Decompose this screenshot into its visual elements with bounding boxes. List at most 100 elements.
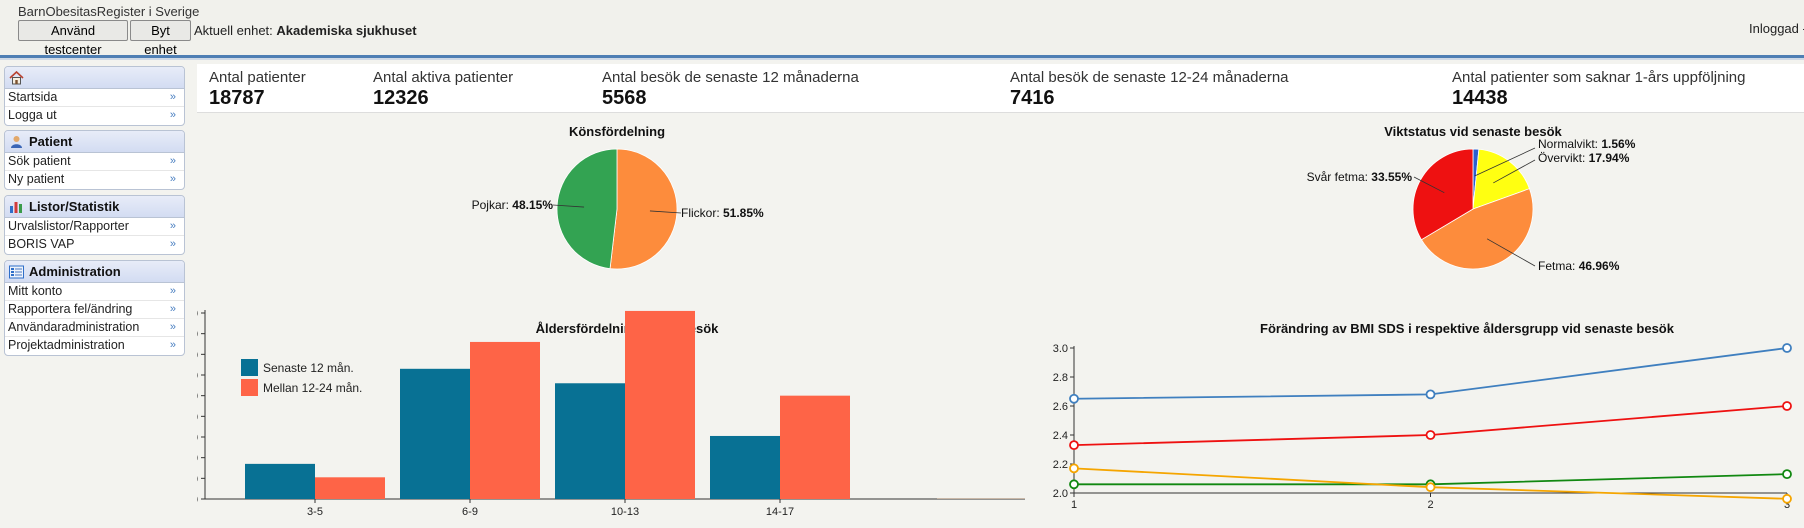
double-chevron-right-icon: »: [169, 339, 176, 351]
stat-label: Antal besök de senaste 12 månaderna: [602, 69, 859, 86]
sidebar-item-projektadministration[interactable]: Projektadministration »: [5, 337, 184, 355]
switch-unit-button[interactable]: Byt enhet: [130, 20, 191, 57]
bar-6-9-senaste-12-m-n[interactable]: [400, 368, 470, 499]
login-status: Inloggad -: [1749, 21, 1804, 36]
sidebar-item-label: Logga ut: [8, 108, 57, 122]
bar-10-13-mellan-12-24-m-n[interactable]: [625, 310, 695, 499]
y-tick-label: 900: [197, 308, 198, 320]
bar-3-5-mellan-12-24-m-n[interactable]: [315, 477, 385, 499]
double-chevron-right-icon: »: [169, 173, 176, 185]
sidebar-item-label: Rapportera fel/ändring: [8, 302, 133, 316]
pie-label-leader: [1486, 238, 1536, 267]
sidebar-item-label: Ny patient: [8, 172, 65, 186]
stat-value: 14438: [1452, 87, 1508, 109]
stat-label: Antal aktiva patienter: [373, 69, 514, 86]
sidebar-item-boris-vap[interactable]: BORIS VAP »: [5, 236, 184, 254]
line-point[interactable]: [1425, 389, 1436, 400]
line-point[interactable]: [1069, 463, 1079, 474]
pie-label-fetma: Fetma: 46.96%: [1538, 259, 1620, 273]
sidebar-item-ny-patient[interactable]: Ny patient »: [5, 171, 184, 189]
y-tick-label: 800: [197, 329, 198, 341]
y-tick-label: 500: [197, 391, 198, 403]
line-point[interactable]: [1782, 343, 1792, 353]
x-tick-label: 2: [1427, 499, 1433, 511]
stat-active-patients: Antal aktiva patienter 12326: [373, 69, 513, 110]
header-divider-light: [0, 58, 1804, 60]
use-testcenter-button[interactable]: Använd testcenter: [18, 20, 128, 57]
line-point[interactable]: [1782, 493, 1792, 504]
x-tick-label: 3-5: [307, 506, 323, 518]
sidebar-item-startsida[interactable]: Startsida »: [5, 89, 184, 107]
y-tick-label: 2.6: [1053, 401, 1068, 413]
dashboard-charts: Könsfördelning Flickor: 51.85% Pojkar: 48…: [180, 124, 1792, 518]
bmi-sds-title: Förändring av BMI SDS i respektive ålder…: [1260, 321, 1675, 336]
pie-label-flickor: Flickor: 51.85%: [681, 206, 764, 220]
menu-head-listor: Listor/Statistik: [5, 196, 184, 218]
line-point[interactable]: [1069, 393, 1079, 404]
line-point[interactable]: [1069, 440, 1079, 451]
y-tick-label: 300: [197, 432, 198, 444]
dashboard-content: Könsfördelning Flickor: 51.85% Pojkar: 48…: [180, 113, 1804, 525]
pie-label-leader: [649, 210, 682, 214]
sidebar-item-rapportera-fel[interactable]: Rapportera fel/ändring »: [5, 301, 184, 319]
line-point[interactable]: [1069, 479, 1079, 490]
sidebar-item-label: Urvalslistor/Rapporter: [8, 219, 129, 233]
bar-14-17-mellan-12-24-m-n[interactable]: [780, 395, 850, 499]
legend-label: Senaste 12 mån.: [263, 361, 354, 375]
pie-slice-vervikt[interactable]: [1472, 148, 1530, 210]
bar-10-13-senaste-12-m-n[interactable]: [555, 383, 625, 499]
app-title: BarnObesitasRegister i Sverige: [18, 4, 200, 19]
gender-pie-title: Könsfördelning: [569, 124, 665, 139]
bar-6-9-mellan-12-24-m-n[interactable]: [470, 341, 540, 499]
pie-label-leader: [1493, 159, 1536, 184]
double-chevron-right-icon: »: [169, 285, 176, 297]
line-point[interactable]: [1425, 482, 1436, 493]
pie-label-leader: [552, 204, 585, 208]
menu-head-patient: Patient: [5, 131, 184, 153]
menu-group-patient: Patient Sök patient » Ny patient »: [4, 130, 185, 190]
gender-pie-chart: Könsfördelning Flickor: 51.85% Pojkar: 48…: [472, 124, 764, 270]
current-unit: Aktuell enhet: Akademiska sjukhuset: [194, 23, 417, 38]
pie-label-pojkar: Pojkar: 48.15%: [472, 198, 554, 212]
sidebar-item-sok-patient[interactable]: Sök patient »: [5, 153, 184, 171]
weight-status-pie-chart: Viktstatus vid senaste besök Normalvikt:…: [1307, 124, 1636, 273]
y-tick-label: 700: [197, 349, 198, 361]
y-tick-label: 2.2: [1053, 459, 1068, 471]
y-tick-label: 0.0: [197, 494, 198, 506]
x-tick-label: 6-9: [462, 506, 478, 518]
pie-slice-pojkar[interactable]: [556, 148, 618, 270]
pie-slice-flickor[interactable]: [609, 148, 678, 270]
sidebar-item-logga-ut[interactable]: Logga ut »: [5, 107, 184, 125]
stat-label: Antal patienter som saknar 1-års uppfölj…: [1452, 69, 1746, 86]
sidebar-item-label: Mitt konto: [8, 284, 63, 298]
menu-group-administration: Administration Mitt konto » Rapportera fe…: [4, 260, 185, 356]
y-tick-label: 400: [197, 411, 198, 423]
y-tick-label: 3.0: [1053, 343, 1068, 355]
pie-slice-sv-r-fetma[interactable]: [1412, 148, 1474, 241]
menu-group-listor: Listor/Statistik Urvalslistor/Rapporter »…: [4, 195, 185, 255]
sidebar-item-mitt-konto[interactable]: Mitt konto »: [5, 283, 184, 301]
sidebar-item-label: Projektadministration: [8, 338, 125, 352]
x-tick-label: 3: [1784, 499, 1790, 511]
x-tick-label: 14-17: [766, 506, 794, 518]
bar-chart-icon: [10, 202, 22, 213]
stat-value: 18787: [209, 87, 265, 109]
sidebar-item-urvalslistor[interactable]: Urvalslistor/Rapporter »: [5, 218, 184, 236]
line-point[interactable]: [1425, 430, 1436, 440]
age-distribution-bar-chart: Åldersfördelning vid nybesök 0.010020030…: [180, 308, 1025, 518]
bar-14-17-senaste-12-m-n[interactable]: [710, 435, 780, 499]
bar-3-5-senaste-12-m-n[interactable]: [245, 463, 315, 499]
stats-panel: Antal patienter 18787 Antal aktiva patie…: [197, 64, 1804, 113]
stat-total-patients: Antal patienter 18787: [209, 69, 306, 110]
x-tick-label: 1: [1071, 499, 1077, 511]
sidebar-item-anvandaradministration[interactable]: Användaradministration »: [5, 319, 184, 337]
bmi-sds-line-chart: Förändring av BMI SDS i respektive ålder…: [1053, 321, 1792, 511]
pie-label-leader: [1413, 176, 1445, 194]
current-unit-name: Akademiska sjukhuset: [276, 23, 417, 38]
legend-swatch: [241, 379, 258, 396]
patient-icon: [11, 136, 22, 148]
line-point[interactable]: [1782, 469, 1792, 480]
line-point[interactable]: [1782, 401, 1792, 411]
header-divider: [0, 55, 1804, 58]
stat-label: Antal patienter: [209, 69, 306, 86]
